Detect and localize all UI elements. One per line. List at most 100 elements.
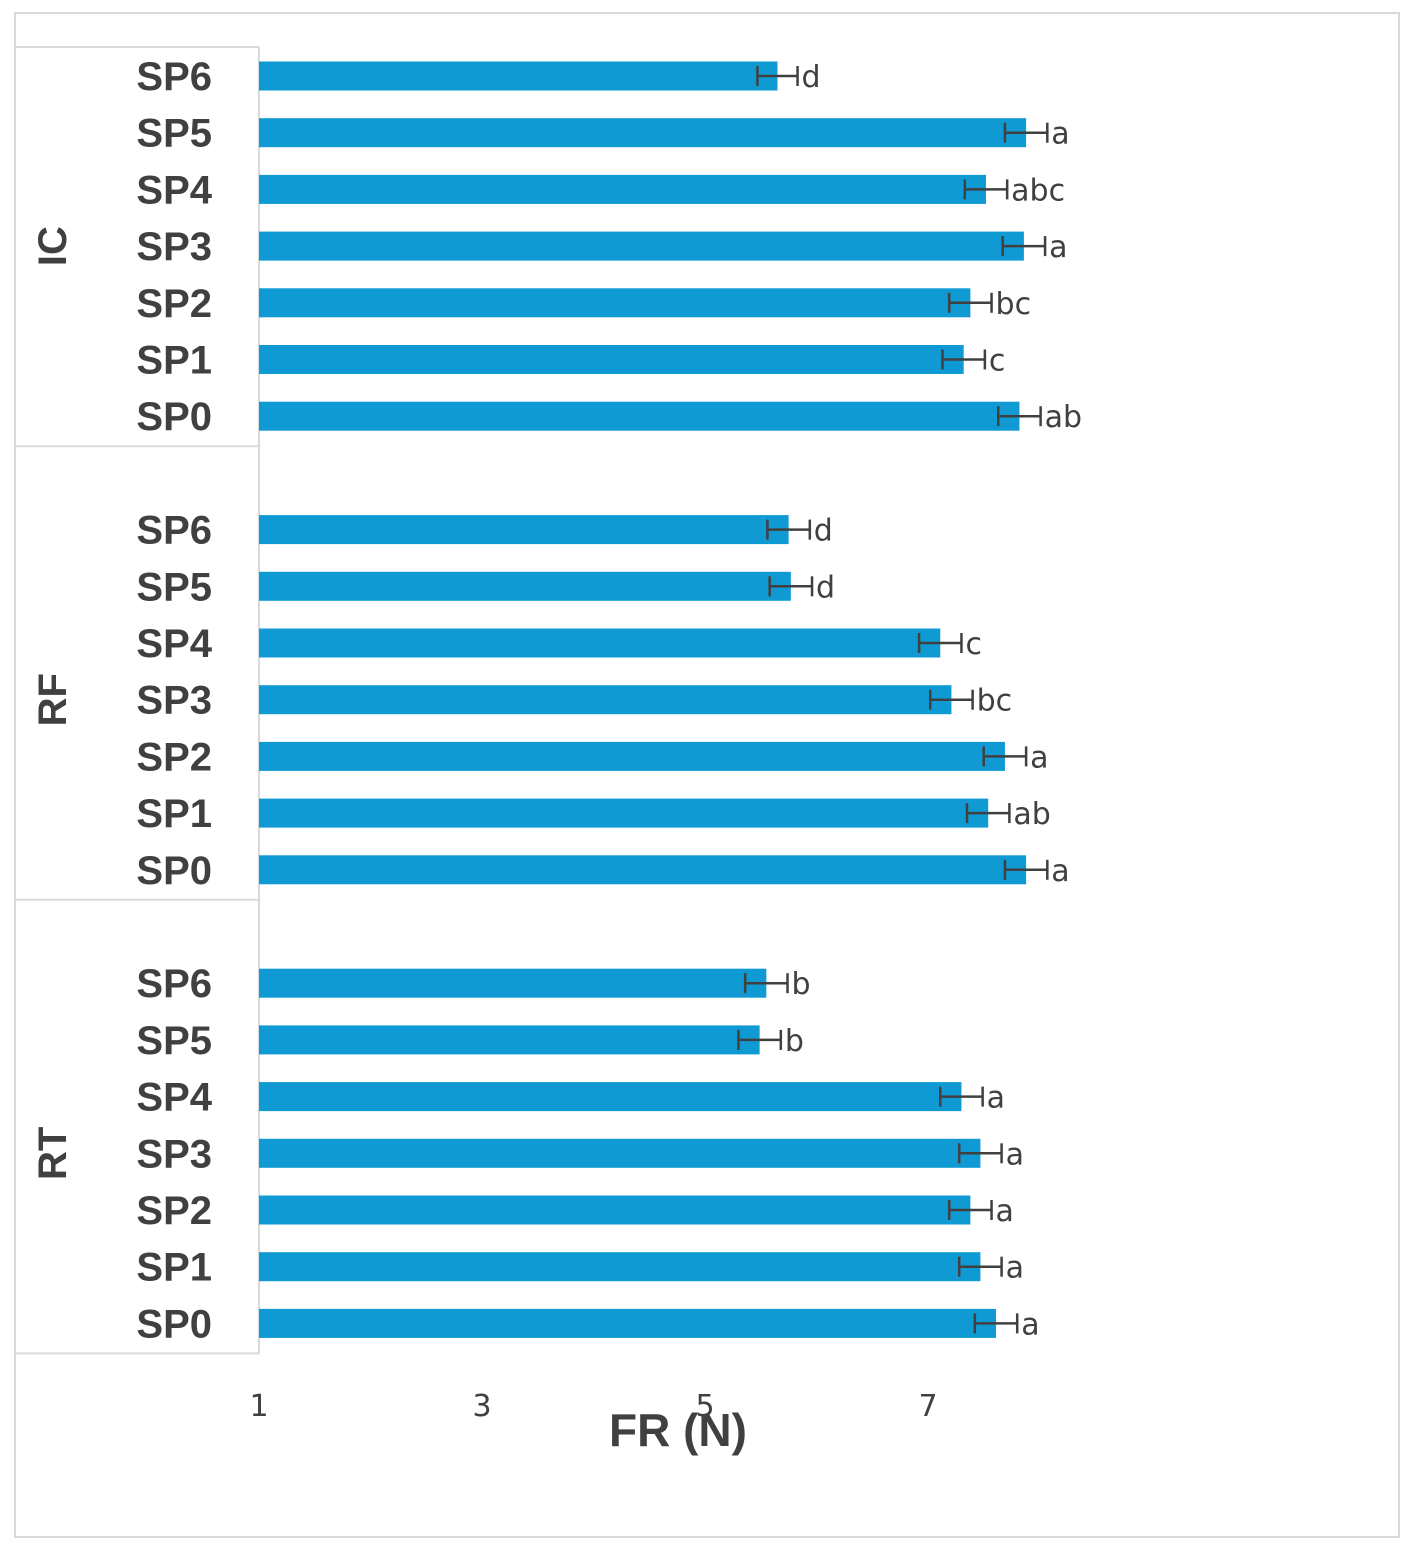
category-label-rf-sp5: SP5 (136, 565, 212, 609)
category-label-rt-sp2: SP2 (136, 1189, 212, 1233)
sig-letter-rf-sp5: d (816, 570, 835, 605)
error-bar-rf-sp4 (917, 633, 963, 653)
error-bar-ic-sp3 (1001, 236, 1047, 257)
sig-letter-rt-sp5: b (785, 1024, 804, 1059)
group-label-rt: RT (31, 1127, 75, 1180)
error-bar-rf-sp3 (928, 689, 974, 710)
sig-letter-rt-sp1: a (1006, 1251, 1024, 1286)
bar-ic-sp1 (259, 345, 964, 374)
sig-letter-ic-sp6: d (802, 60, 821, 95)
sig-letter-rf-sp3: bc (977, 684, 1013, 719)
bar-ic-sp2 (259, 288, 971, 318)
category-label-ic-sp3: SP3 (136, 225, 212, 269)
sig-letter-rt-sp3: a (1006, 1137, 1024, 1172)
error-bar-rt-sp4 (939, 1086, 984, 1107)
sig-letter-ic-sp5: a (1051, 117, 1069, 152)
category-label-rt-sp3: SP3 (136, 1132, 212, 1176)
sig-letter-ic-sp2: bc (996, 287, 1032, 322)
category-labels: SP6 SP5 SP4 SP3 SP2 SP1 SP0 SP6 SP5 SP4 SP3 SP2 SP1 S… (136, 55, 212, 1346)
sig-letter-ic-sp1: c (989, 344, 1006, 379)
x-axis-ticks: 1 3 5 7 (249, 1389, 937, 1424)
x-tick-label: 1 (249, 1389, 268, 1424)
error-bar-rf-sp0 (1003, 859, 1049, 880)
category-label-ic-sp4: SP4 (136, 168, 212, 212)
bar-rt-sp5 (259, 1025, 760, 1055)
sig-letter-rt-sp6: b (792, 967, 811, 1002)
x-tick-label: 5 (695, 1389, 714, 1424)
error-bar-ic-sp4 (963, 179, 1009, 200)
bar-rt-sp3 (259, 1138, 981, 1168)
bar-rt-sp6 (259, 968, 767, 998)
group-label-ic: IC (31, 226, 75, 266)
error-bar-rf-sp6 (766, 519, 812, 540)
error-bar-ic-sp6 (756, 66, 799, 86)
bar-rf-sp3 (259, 685, 952, 715)
error-bar-rf-sp5 (768, 576, 814, 597)
error-bar-rf-sp1 (965, 803, 1011, 824)
error-bar-ic-sp2 (947, 292, 993, 313)
category-label-rt-sp6: SP6 (136, 962, 212, 1006)
bars (259, 61, 1027, 1338)
error-bar-rt-sp2 (947, 1200, 993, 1220)
sig-letter-rf-sp0: a (1051, 854, 1069, 889)
sig-letter-rf-sp4: c (965, 627, 982, 662)
error-bar-rt-sp6 (743, 973, 789, 994)
category-label-rf-sp3: SP3 (136, 679, 212, 723)
category-label-rf-sp2: SP2 (136, 735, 212, 779)
bar-rt-sp2 (259, 1195, 971, 1225)
bar-rt-sp4 (259, 1082, 962, 1112)
category-label-rf-sp4: SP4 (136, 622, 212, 666)
error-bar-rf-sp2 (982, 746, 1028, 767)
sig-letter-ic-sp4: abc (1011, 173, 1065, 208)
error-bar-ic-sp1 (941, 349, 987, 370)
error-bars (737, 66, 1049, 1334)
x-axis-title: FR (N) (609, 1404, 747, 1456)
error-bar-ic-sp0 (996, 406, 1042, 427)
bar-rf-sp2 (259, 741, 1005, 771)
bar-ic-sp3 (259, 231, 1024, 261)
group-labels: IC RF RT (31, 226, 75, 1180)
sig-letter-rt-sp2: a (996, 1194, 1014, 1229)
category-label-rf-sp0: SP0 (136, 849, 212, 893)
sig-letter-rf-sp2: a (1030, 740, 1048, 775)
category-label-ic-sp2: SP2 (136, 282, 212, 326)
sig-letter-ic-sp0: ab (1045, 400, 1082, 435)
bar-rt-sp0 (259, 1308, 997, 1338)
category-label-rt-sp5: SP5 (136, 1019, 212, 1063)
error-bar-ic-sp5 (1003, 122, 1049, 143)
sig-letter-rf-sp1: ab (1013, 797, 1050, 832)
bar-ic-sp0 (259, 401, 1020, 431)
x-tick-label: 7 (918, 1389, 937, 1424)
chart-frame (14, 12, 1400, 1538)
bar-ic-sp5 (259, 118, 1027, 148)
bar-rt-sp1 (259, 1252, 981, 1282)
bar-rf-sp6 (259, 515, 789, 545)
bar-rf-sp4 (259, 628, 941, 658)
category-label-ic-sp5: SP5 (136, 112, 212, 156)
category-label-ic-sp1: SP1 (136, 339, 212, 383)
category-label-rt-sp0: SP0 (136, 1302, 212, 1346)
bar-rf-sp0 (259, 855, 1027, 885)
bar-ic-sp6 (259, 61, 778, 91)
category-label-rf-sp1: SP1 (136, 792, 212, 836)
category-label-rf-sp6: SP6 (136, 509, 212, 553)
category-label-rt-sp1: SP1 (136, 1246, 212, 1290)
group-label-rf: RF (31, 673, 75, 726)
bar-ic-sp4 (259, 174, 986, 204)
bar-rf-sp5 (259, 571, 791, 601)
error-bar-rt-sp5 (737, 1029, 783, 1050)
sig-letter-ic-sp3: a (1049, 230, 1067, 265)
error-bar-rt-sp3 (957, 1143, 1003, 1164)
sig-letter-rf-sp6: d (814, 514, 833, 549)
x-tick-label: 3 (472, 1389, 491, 1424)
error-bar-rt-sp0 (973, 1313, 1019, 1334)
sig-letter-rt-sp0: a (1021, 1307, 1039, 1342)
sig-letter-rt-sp4: a (987, 1081, 1005, 1116)
bar-rf-sp1 (259, 798, 989, 828)
category-label-ic-sp6: SP6 (136, 55, 212, 99)
category-label-rt-sp4: SP4 (136, 1076, 212, 1120)
category-label-ic-sp0: SP0 (136, 395, 212, 439)
error-bar-rt-sp1 (957, 1256, 1003, 1277)
